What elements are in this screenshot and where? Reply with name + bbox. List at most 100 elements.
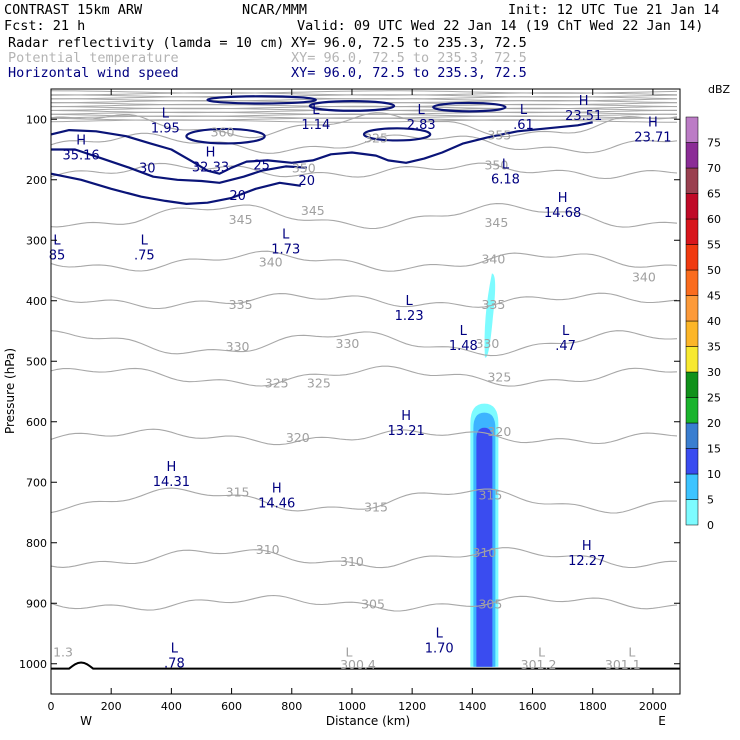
wind-extremum-value: 14.46	[258, 496, 295, 511]
wind-extremum-type: L	[406, 294, 414, 309]
wind-closed-contour	[185, 127, 266, 145]
theta-contour-line	[50, 594, 678, 612]
wind-closed-contour	[206, 95, 317, 105]
reflectivity-cell	[484, 273, 496, 358]
wind-extremum-value: 1.23	[395, 309, 424, 324]
plot-background	[51, 89, 680, 694]
terrain-surface-line	[51, 661, 680, 670]
theta-contour-label: 330	[336, 336, 360, 351]
wind-extremum-type: H	[558, 191, 568, 206]
wind-extremum-type: L	[312, 103, 320, 118]
wind-contour-line	[50, 172, 301, 205]
wind-extremum-type: H	[401, 409, 411, 424]
colorbar-level-label: 75	[707, 137, 721, 150]
x-tick-label: 200	[101, 700, 122, 713]
theta-contour-label: 350	[292, 161, 316, 176]
colorbar-level-label: 60	[707, 213, 721, 226]
y-tick-label: 1000	[19, 658, 47, 671]
theta-contour-label: 355	[487, 127, 511, 142]
y-tick-label: 500	[26, 355, 47, 368]
theta-contour-label: 325	[364, 130, 388, 145]
reflectivity-layer	[470, 273, 499, 667]
theta-contour-label: 301.2	[521, 657, 557, 672]
theta-contour-label: 301.1	[605, 657, 641, 672]
wind-extremum-value: .78	[164, 657, 185, 672]
wind-extremum-value: 13.21	[388, 424, 425, 439]
wind-contour-label: 25	[253, 159, 270, 174]
x-tick-label: 1200	[398, 700, 426, 713]
wind-contour-label: 20	[229, 189, 246, 204]
colorbar-swatch	[685, 218, 699, 245]
x-tick-label: 0	[48, 700, 55, 713]
field-theta-name: Potential temperature	[8, 50, 179, 66]
header-valid: Valid: 09 UTC Wed 22 Jan 14 (19 ChT Wed …	[297, 18, 703, 34]
theta-contour-label: 345	[229, 212, 253, 227]
wind-extremum-value: 23.71	[634, 130, 671, 145]
theta-contour-line	[50, 250, 678, 272]
y-tick-label: 300	[26, 234, 47, 247]
theta-contour-label: 1.3	[53, 645, 73, 660]
colorbar-swatch	[685, 448, 699, 475]
wind-contour-label: 30	[139, 162, 156, 177]
field-theta-xy: XY= 96.0, 72.5 to 235.3, 72.5	[291, 50, 527, 66]
theta-contour-label: 310	[256, 542, 280, 557]
theta-contours	[50, 112, 678, 612]
colorbar-swatch	[685, 320, 699, 347]
colorbar-level-label: 20	[707, 417, 721, 430]
wind-extremum-type: L	[282, 227, 290, 242]
colorbar-level-label: 40	[707, 315, 721, 328]
theta-contour-label: 345	[484, 215, 508, 230]
stratosphere-theta-lines	[50, 90, 678, 123]
wind-closed-contour	[432, 101, 507, 113]
field-reflectivity-name: Radar reflectivity (lamda = 10 cm)	[8, 35, 284, 51]
terrain-line	[51, 661, 680, 670]
colorbar-level-label: 50	[707, 264, 721, 277]
theta-contour-line	[50, 203, 678, 230]
wind-extremum-type: L	[520, 103, 528, 118]
colorbar-level-label: 30	[707, 366, 721, 379]
theta-contour-label: 305	[361, 596, 385, 611]
wind-extremum-value: 12.27	[568, 554, 605, 569]
wind-extremum-type: H	[206, 146, 216, 161]
theta-contour-line	[50, 330, 678, 357]
field-reflectivity-xy: XY= 96.0, 72.5 to 235.3, 72.5	[291, 35, 527, 51]
wind-contours	[50, 95, 593, 205]
reflectivity-cell	[476, 427, 493, 667]
header-model: CONTRAST 15km ARW	[4, 2, 143, 18]
header-init: Init: 12 UTC Tue 21 Jan 14	[508, 2, 719, 18]
wind-extremum-value: 6.18	[491, 173, 520, 188]
colorbar-swatch	[685, 397, 699, 424]
theta-contour-label: 325	[307, 375, 331, 390]
x-axis: 0 200 400 600 800 1000 1200 1400 1600 1800 2000	[48, 89, 667, 713]
wind-extremum-type: L	[162, 106, 170, 121]
colorbar-swatch	[685, 269, 699, 296]
colorbar-swatch	[685, 167, 699, 194]
theta-contour-line	[50, 428, 678, 446]
y-tick-label: 100	[26, 113, 47, 126]
y-tick-label: 200	[26, 174, 47, 187]
wind-extremum-type: H	[582, 539, 592, 554]
wind-contour-line	[51, 148, 307, 184]
wind-extremum-value: 35.16	[62, 148, 99, 163]
colorbar-level-label: 15	[707, 443, 721, 456]
wind-extremum-type: L	[502, 158, 510, 173]
wind-extremum-type: L	[562, 324, 570, 339]
theta-labels: 305 305 310 310 310 315 315 315 320 320 325 325 325 3…	[53, 124, 656, 671]
wind-extremum-value: 14.68	[544, 206, 581, 221]
theta-contour-line	[50, 132, 678, 154]
theta-contour-label: 330	[475, 336, 499, 351]
colorbar-swatch	[685, 244, 699, 271]
wind-extremum-value: 1.73	[271, 242, 300, 257]
wind-extremum-value: 23.51	[565, 109, 602, 124]
dbz-colorbar: dBZ 0 5 10 15 20 25 30 35 40 45 50 55 60 65 70 75	[685, 83, 731, 532]
header-forecast: Fcst: 21 h	[4, 18, 85, 34]
theta-contour-label: 310	[472, 545, 496, 560]
wind-contour-line	[50, 121, 593, 175]
wind-extremum-type: L	[53, 233, 61, 248]
wind-extremum-value: .61	[513, 118, 534, 133]
wind-extremum-type: H	[579, 94, 589, 109]
theta-contour-label: 360	[211, 124, 235, 139]
theta-contour-label: 340	[632, 270, 656, 285]
theta-contour-line	[50, 292, 678, 310]
